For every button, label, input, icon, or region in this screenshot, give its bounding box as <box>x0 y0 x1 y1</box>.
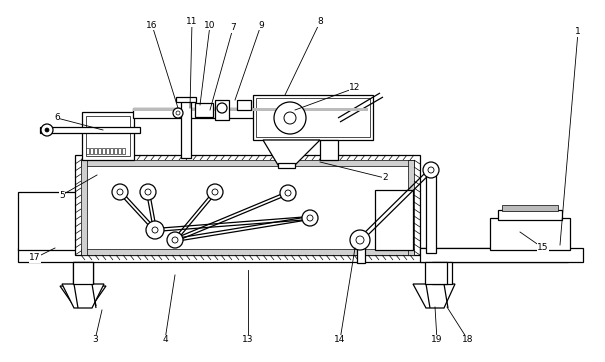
Circle shape <box>428 167 434 173</box>
Bar <box>432 262 452 284</box>
Bar <box>110 148 113 154</box>
Bar <box>426 165 436 253</box>
Circle shape <box>307 215 313 221</box>
Text: 11: 11 <box>186 17 198 26</box>
Circle shape <box>285 190 291 196</box>
Circle shape <box>212 189 218 195</box>
Circle shape <box>274 102 306 134</box>
Bar <box>320 140 338 160</box>
Circle shape <box>207 184 223 200</box>
Text: 15: 15 <box>537 244 549 253</box>
Bar <box>75 155 420 255</box>
Text: 12: 12 <box>349 84 361 93</box>
Circle shape <box>350 230 370 250</box>
Bar <box>81 249 414 255</box>
Circle shape <box>117 189 123 195</box>
Bar <box>498 210 562 220</box>
Text: 3: 3 <box>92 336 98 345</box>
Text: 13: 13 <box>242 336 253 345</box>
Bar <box>102 148 105 154</box>
Bar <box>82 112 134 160</box>
Circle shape <box>280 185 296 201</box>
Bar <box>375 190 413 250</box>
Bar <box>86 116 130 156</box>
Text: 17: 17 <box>29 253 41 262</box>
Bar <box>133 108 368 111</box>
Circle shape <box>302 210 318 226</box>
Bar <box>237 100 251 110</box>
Polygon shape <box>263 140 320 165</box>
Bar <box>176 97 196 102</box>
Text: 2: 2 <box>382 173 388 182</box>
Bar <box>502 205 558 211</box>
Bar <box>73 262 93 286</box>
Circle shape <box>356 236 364 244</box>
Circle shape <box>217 103 227 113</box>
Text: 6: 6 <box>54 114 60 122</box>
Circle shape <box>167 232 183 248</box>
Text: 5: 5 <box>59 190 65 199</box>
Text: 8: 8 <box>317 17 323 26</box>
Circle shape <box>423 162 439 178</box>
Bar <box>408 160 414 255</box>
Text: 9: 9 <box>258 21 264 29</box>
Circle shape <box>140 184 156 200</box>
Bar <box>81 160 414 166</box>
Bar <box>490 218 570 250</box>
Polygon shape <box>60 286 106 306</box>
Circle shape <box>152 227 158 233</box>
Bar <box>90 148 93 154</box>
Circle shape <box>173 108 183 118</box>
Bar <box>118 148 121 154</box>
Bar <box>195 103 213 117</box>
Bar <box>87 166 408 249</box>
Circle shape <box>284 112 296 124</box>
Bar <box>122 148 125 154</box>
Text: 1: 1 <box>575 28 581 37</box>
Bar <box>40 127 140 133</box>
Bar <box>81 160 87 255</box>
Bar <box>18 192 76 250</box>
Text: 10: 10 <box>204 21 216 29</box>
Circle shape <box>45 128 49 132</box>
Text: 7: 7 <box>230 24 236 33</box>
Bar <box>357 248 365 263</box>
Bar <box>98 148 101 154</box>
Text: 18: 18 <box>462 336 474 345</box>
Bar <box>256 98 370 137</box>
Bar <box>73 262 93 284</box>
Bar <box>181 100 191 158</box>
Polygon shape <box>413 284 455 308</box>
Bar <box>133 108 368 118</box>
Bar <box>215 100 229 120</box>
Circle shape <box>145 189 151 195</box>
Text: 4: 4 <box>162 336 168 345</box>
Bar <box>86 148 89 154</box>
Polygon shape <box>62 284 104 308</box>
Bar <box>420 248 583 262</box>
Bar <box>94 148 97 154</box>
Bar <box>18 248 568 262</box>
Text: 16: 16 <box>146 21 158 29</box>
Circle shape <box>146 221 164 239</box>
Circle shape <box>41 124 53 136</box>
Circle shape <box>176 111 180 115</box>
Bar <box>425 262 447 284</box>
Bar <box>114 148 117 154</box>
Text: 19: 19 <box>431 336 443 345</box>
Text: 14: 14 <box>335 336 345 345</box>
Circle shape <box>172 237 178 243</box>
Circle shape <box>112 184 128 200</box>
Bar <box>253 95 373 140</box>
Bar <box>106 148 109 154</box>
Bar <box>278 163 295 168</box>
